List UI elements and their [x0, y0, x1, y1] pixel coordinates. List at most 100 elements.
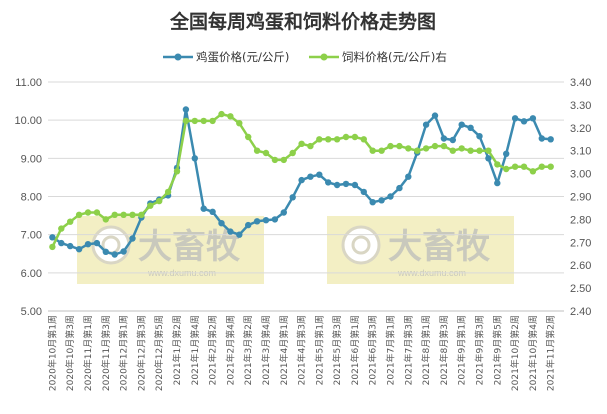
- x-tick-label: 2020年10月第1周: [46, 315, 58, 391]
- y-axis-right: 2.40 2.50 2.60 2.70 2.80 2.90 3.00 3.10 3.20 3.30…: [570, 77, 591, 318]
- data-point-feed: [538, 163, 545, 170]
- data-point-feed: [147, 202, 154, 209]
- data-point-egg: [494, 179, 501, 187]
- y-tick-label-right: 3.20: [570, 123, 591, 135]
- data-point-egg: [102, 248, 110, 255]
- data-point-feed: [289, 149, 296, 157]
- data-point-feed: [494, 161, 501, 168]
- x-tick-label: 2021年6月第1周: [349, 315, 361, 385]
- data-point-egg: [485, 155, 492, 162]
- data-point-feed: [120, 211, 127, 218]
- x-tick-label: 2020年11月第3周: [100, 315, 112, 391]
- legend-label-egg: 鸡蛋价格(元/公斤): [196, 50, 289, 64]
- x-tick-label: 2021年4月第1周: [278, 315, 290, 385]
- data-point-egg: [236, 231, 243, 238]
- y-tick-label-left: 7.00: [21, 230, 42, 242]
- x-tick-label: 2021年7月第1周: [385, 315, 397, 385]
- y-tick-label-left: 5.00: [21, 306, 42, 318]
- y-tick-label-right: 2.60: [570, 260, 591, 272]
- legend: 鸡蛋价格(元/公斤) 饲料价格(元/公斤)右: [163, 50, 447, 64]
- legend-marker-egg: [174, 53, 182, 61]
- data-point-feed: [173, 168, 181, 175]
- watermark-left-brand: 大畜牧: [138, 227, 241, 267]
- x-tick-label: 2020年10月第3周: [64, 315, 76, 391]
- legend-label-feed: 饲料价格(元/公斤)右: [342, 50, 447, 64]
- y-tick-label-right: 2.90: [570, 192, 591, 204]
- data-point-egg: [227, 228, 234, 235]
- data-point-egg: [58, 239, 65, 247]
- data-point-feed: [307, 142, 314, 150]
- x-tick-label: 2021年8月第3周: [438, 315, 450, 385]
- y-tick-label-right: 3.40: [570, 77, 591, 89]
- data-point-feed: [396, 142, 403, 150]
- x-tick-label: 2021年1月第2周: [171, 315, 183, 385]
- data-point-egg: [209, 208, 216, 215]
- legend-marker-feed: [320, 53, 328, 61]
- data-point-egg: [467, 124, 474, 131]
- data-point-egg: [529, 115, 537, 122]
- data-point-feed: [262, 149, 270, 157]
- data-point-feed: [129, 211, 136, 218]
- data-point-egg: [262, 217, 270, 224]
- data-point-egg: [351, 181, 359, 189]
- data-point-egg: [191, 155, 198, 162]
- data-point-egg: [458, 121, 465, 128]
- x-tick-label: 2021年1月第4周: [189, 315, 201, 385]
- data-point-egg: [476, 133, 483, 140]
- data-point-egg: [218, 220, 225, 227]
- y-tick-label-left: 11.00: [15, 77, 42, 89]
- data-point-feed: [218, 110, 225, 118]
- x-tick-label: 2021年10月第4周: [527, 315, 539, 391]
- data-point-feed: [245, 133, 252, 141]
- data-point-egg: [360, 188, 367, 196]
- data-point-feed: [360, 136, 367, 143]
- data-point-egg: [93, 239, 101, 247]
- data-point-egg: [333, 181, 341, 189]
- data-point-feed: [191, 117, 198, 125]
- data-point-egg: [325, 179, 332, 186]
- plot-area: [49, 106, 554, 258]
- data-point-egg: [49, 234, 56, 241]
- y-tick-label-right: 3.00: [570, 169, 591, 181]
- data-point-egg: [378, 197, 385, 204]
- data-point-feed: [449, 147, 456, 154]
- x-tick-label: 2020年12月第1周: [118, 315, 130, 391]
- data-point-feed: [511, 163, 519, 170]
- data-point-feed: [529, 168, 537, 175]
- data-point-feed: [351, 133, 359, 141]
- x-tick-label: 2020年12月第5周: [153, 315, 165, 391]
- watermark-right-brand: 大畜牧: [388, 227, 491, 267]
- data-point-feed: [49, 243, 56, 251]
- y-tick-label-right: 2.50: [570, 283, 591, 295]
- data-point-egg: [449, 136, 456, 144]
- data-point-egg: [503, 150, 510, 157]
- data-point-feed: [182, 117, 190, 125]
- data-point-egg: [387, 193, 394, 200]
- legend-item-feed: 饲料价格(元/公斤)右: [309, 50, 447, 64]
- x-tick-label: 2021年9月第1周: [456, 315, 468, 385]
- x-tick-label: 2021年3月第4周: [260, 315, 272, 385]
- data-point-feed: [75, 211, 83, 218]
- data-point-feed: [431, 142, 439, 150]
- data-point-egg: [369, 199, 376, 206]
- data-point-egg: [307, 173, 314, 180]
- data-point-egg: [84, 241, 92, 248]
- data-point-egg: [129, 235, 136, 242]
- x-tick-label: 2021年11月第2周: [545, 315, 557, 391]
- y-tick-label-right: 2.80: [570, 214, 591, 226]
- x-tick-label: 2021年9月第3周: [473, 315, 485, 385]
- data-point-feed: [298, 140, 305, 147]
- data-point-feed: [369, 147, 376, 154]
- data-point-feed: [227, 113, 234, 120]
- data-point-egg: [316, 171, 323, 178]
- data-point-feed: [209, 117, 216, 125]
- data-point-feed: [67, 218, 74, 225]
- data-point-egg: [520, 118, 528, 125]
- x-tick-label: 2021年8月第1周: [420, 315, 432, 385]
- y-tick-label-left: 8.00: [21, 192, 42, 204]
- y-tick-label-right: 2.70: [570, 237, 591, 249]
- data-point-feed: [200, 117, 207, 125]
- data-point-egg: [200, 205, 207, 212]
- data-point-egg: [396, 184, 403, 192]
